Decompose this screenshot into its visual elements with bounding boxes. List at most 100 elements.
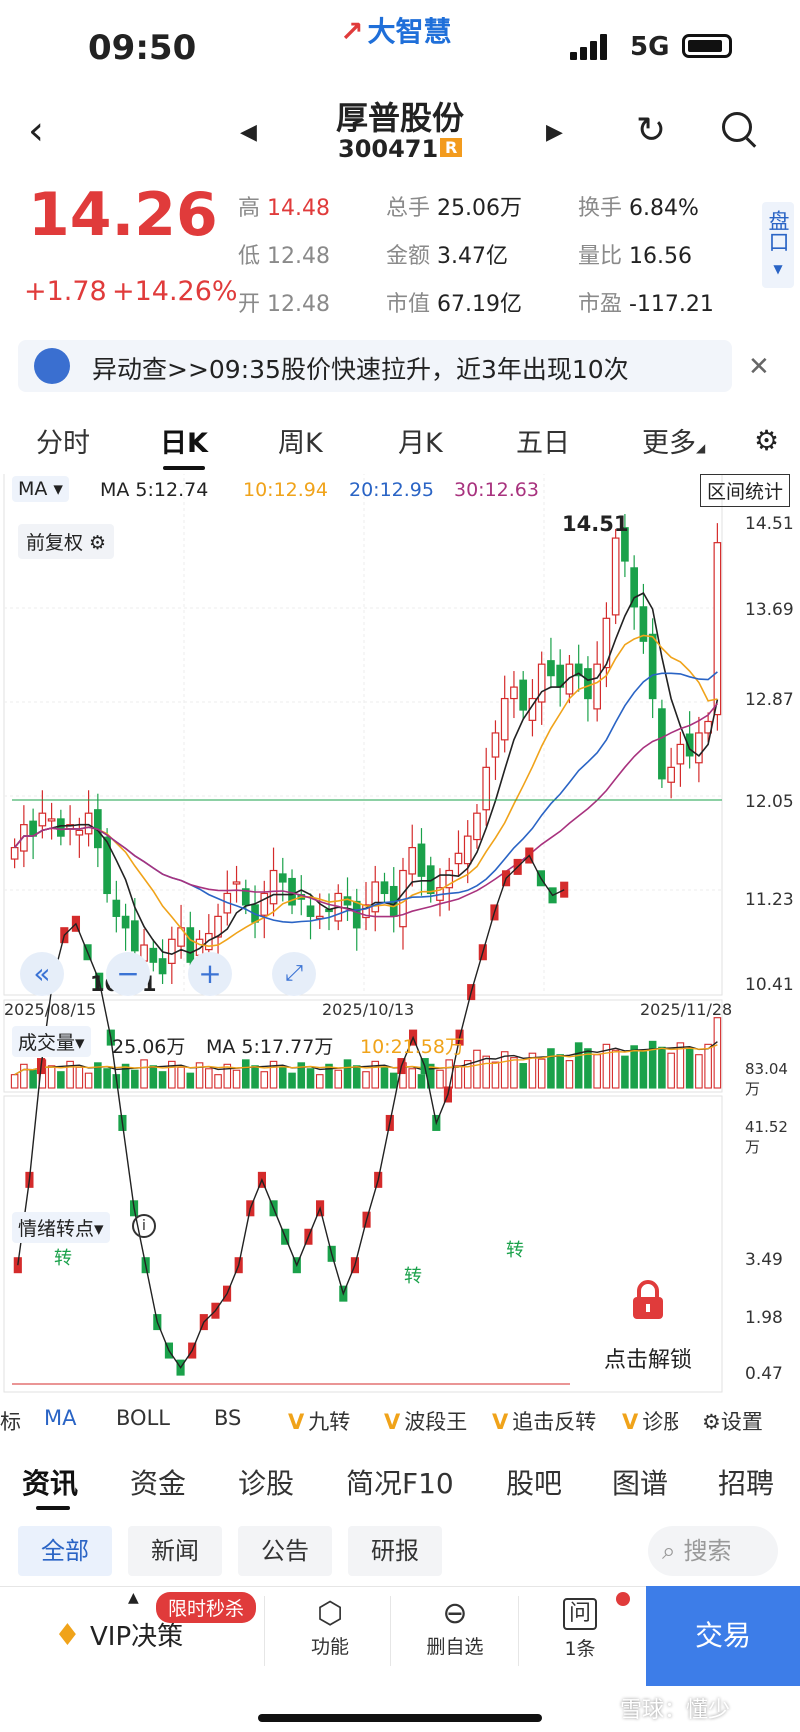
prev-stock-button[interactable]: ◀ [240, 120, 257, 145]
tab-weekly[interactable]: 周K [278, 428, 323, 459]
scroll-left-button[interactable]: « [20, 952, 64, 996]
indicator-ma[interactable]: MA [44, 1406, 77, 1430]
volume-total: 25.06万 [112, 1036, 186, 1058]
candle-body [75, 829, 84, 836]
expand-icon[interactable]: ⤢ [272, 952, 316, 996]
ma10-line [13, 634, 718, 948]
next-stock-button[interactable]: ▶ [546, 120, 563, 145]
volume-bar [214, 1074, 222, 1089]
tab-intraday[interactable]: 分时 [36, 428, 90, 459]
volume-bar [676, 1042, 685, 1089]
section-jobs[interactable]: 招聘 [718, 1467, 775, 1500]
unlock-button[interactable]: 点击解锁 [604, 1348, 693, 1373]
indicator-settings[interactable]: ⚙设置 [702, 1406, 763, 1436]
volume-bar [704, 1043, 712, 1089]
close-icon[interactable]: ✕ [748, 352, 770, 382]
quote-field-label: 市盈 [578, 292, 629, 317]
filter-news[interactable]: 新闻 [128, 1526, 222, 1576]
candle-body [695, 732, 703, 764]
section-graph[interactable]: 图谱 [612, 1467, 669, 1500]
tab-five-day[interactable]: 五日 [516, 428, 570, 459]
candle-body [103, 836, 111, 895]
interval-stats-button[interactable]: 区间统计 [700, 474, 791, 507]
trade-button[interactable]: 交易 [646, 1586, 800, 1686]
candle-body [667, 766, 675, 783]
volume-bar [75, 1066, 84, 1089]
quote-field: 低 12.48 [238, 238, 330, 270]
candle-body [574, 663, 583, 677]
filter-research[interactable]: 研报 [348, 1526, 442, 1576]
adjust-button[interactable]: 前复权 ⚙ [18, 524, 115, 559]
filter-announce[interactable]: 公告 [238, 1526, 332, 1576]
candle-body [84, 812, 93, 835]
refresh-icon[interactable]: ↻ [636, 110, 667, 151]
quote-field: 开 12.48 [238, 286, 330, 318]
vip-button[interactable]: VIP决策 [90, 1622, 184, 1652]
candle-body [500, 697, 509, 741]
kline-chart[interactable] [0, 474, 800, 1394]
emotion-selector-label: 情绪转点 [18, 1218, 95, 1240]
section-funds[interactable]: 资金 [130, 1467, 187, 1500]
lock-icon[interactable] [630, 1280, 666, 1320]
alert-bar[interactable]: 异动查>>09:35股价快速拉升，近3年出现10次 [18, 340, 732, 392]
volume-bar [20, 1063, 28, 1089]
alert-text: 异动查>>09:35股价快速拉升，近3年出现10次 [92, 355, 629, 384]
volume-bar [306, 1068, 315, 1089]
indicator-tab[interactable]: 标 [0, 1410, 21, 1434]
candle-body [269, 869, 278, 905]
high-label: 14.51 [562, 512, 629, 536]
volume-selector-label: 成交量 [18, 1032, 76, 1054]
emotion-selector[interactable]: 情绪转点▾ [12, 1212, 110, 1243]
volume-bar [584, 1048, 592, 1089]
section-news[interactable]: 资讯 [22, 1467, 79, 1500]
indicator-boll[interactable]: BOLL [116, 1406, 170, 1430]
volume-bar [500, 1051, 509, 1089]
info-icon[interactable]: i [132, 1214, 156, 1238]
volume-bar [621, 1055, 629, 1089]
section-f10[interactable]: 简况F10 [346, 1467, 454, 1500]
candle-body [408, 846, 417, 875]
vol-tick: 41.52万 [745, 1118, 788, 1156]
candle-body [565, 663, 574, 695]
volume-bar [426, 1063, 435, 1089]
function-button[interactable]: ⬡ 功能 [290, 1596, 370, 1659]
indicator-jiuzhuan[interactable]: V 九转 [288, 1410, 351, 1434]
tab-monthly[interactable]: 月K [398, 428, 443, 459]
candle-body [621, 527, 629, 562]
volume-bar [232, 1069, 241, 1089]
indicator-zhengu[interactable]: V 诊股 [622, 1406, 678, 1436]
volume-ma10: 10:21.58万 [360, 1036, 464, 1058]
search-icon[interactable] [722, 112, 752, 142]
ask-button[interactable]: 问 1条 [540, 1596, 620, 1661]
flash-sale-badge[interactable]: 限时秒杀 [156, 1592, 257, 1623]
zoom-in-button[interactable]: + [188, 952, 232, 996]
section-diagnose[interactable]: 诊股 [238, 1467, 295, 1500]
pankou-button[interactable]: 盘口 ▼ [762, 202, 794, 288]
emotion-frame [3, 1095, 723, 1393]
volume-bar [149, 1065, 158, 1089]
volume-bar [519, 1063, 527, 1089]
remove-watchlist-button[interactable]: ⊖ 删自选 [412, 1596, 498, 1659]
volume-bar [66, 1060, 74, 1089]
logo-icon: ↗ [340, 15, 364, 48]
candle-body [232, 881, 241, 885]
owl-icon [34, 348, 70, 384]
remove-label: 删自选 [426, 1636, 484, 1658]
zoom-out-button[interactable]: − [106, 952, 150, 996]
candle-body [315, 915, 324, 919]
tab-daily[interactable]: 日K [160, 428, 208, 459]
indicator-zhuiji[interactable]: V 追击反转 [492, 1410, 597, 1434]
volume-selector[interactable]: 成交量▾ [12, 1026, 91, 1057]
indicator-bs[interactable]: BS [214, 1406, 242, 1430]
settings-gear-icon[interactable]: ⚙ [754, 424, 780, 457]
quote-field-value: 14.48 [267, 196, 330, 221]
volume-bar [547, 1048, 555, 1089]
tab-more[interactable]: 更多◢ [642, 428, 706, 459]
news-search[interactable]: ⌕ 搜索 [648, 1526, 778, 1576]
indicator-boduanwang[interactable]: V 波段王 [384, 1410, 468, 1434]
volume-bar [186, 1072, 195, 1089]
back-button[interactable]: ‹ [28, 108, 44, 154]
ma-selector[interactable]: MA ▾ [12, 476, 69, 502]
section-forum[interactable]: 股吧 [506, 1467, 563, 1500]
filter-all[interactable]: 全部 [18, 1526, 112, 1576]
